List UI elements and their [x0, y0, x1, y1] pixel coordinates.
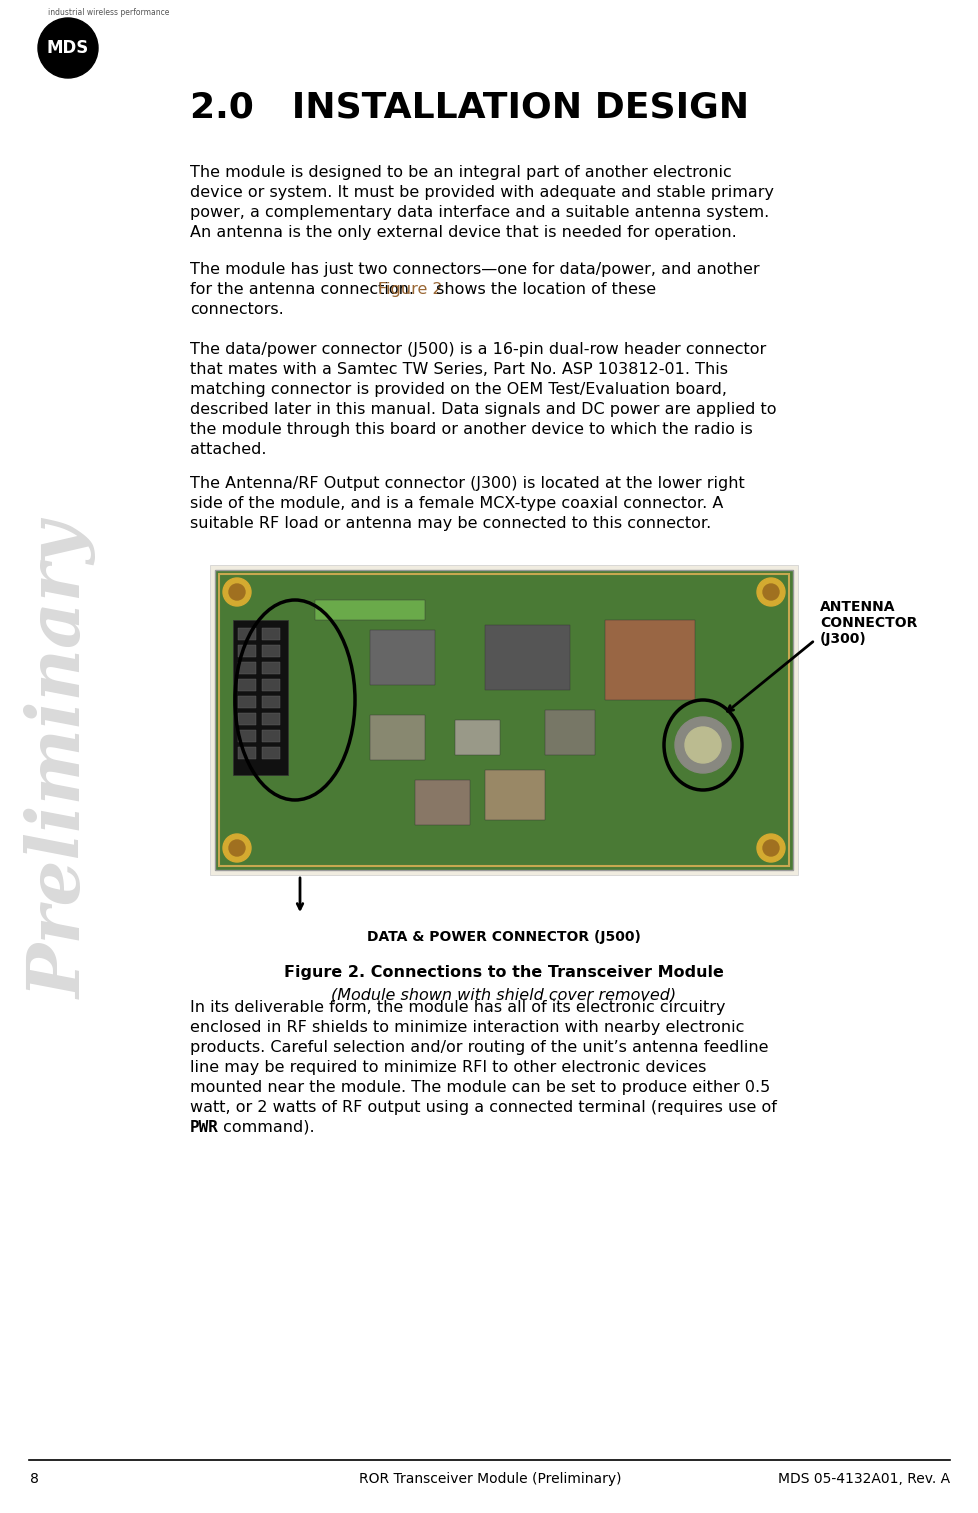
Circle shape [223, 834, 250, 862]
FancyBboxPatch shape [455, 720, 500, 755]
FancyBboxPatch shape [262, 713, 280, 725]
FancyBboxPatch shape [262, 645, 280, 657]
FancyBboxPatch shape [238, 713, 255, 725]
Circle shape [223, 578, 250, 607]
Text: ANTENNA
CONNECTOR
(J300): ANTENNA CONNECTOR (J300) [820, 601, 916, 646]
FancyBboxPatch shape [484, 770, 545, 820]
Text: the module through this board or another device to which the radio is: the module through this board or another… [190, 422, 752, 437]
FancyBboxPatch shape [238, 663, 255, 673]
FancyBboxPatch shape [262, 747, 280, 760]
Text: device or system. It must be provided with adequate and stable primary: device or system. It must be provided wi… [190, 185, 774, 200]
FancyBboxPatch shape [262, 663, 280, 673]
Circle shape [38, 18, 98, 79]
FancyBboxPatch shape [233, 620, 288, 775]
FancyBboxPatch shape [238, 729, 255, 741]
Text: The module is designed to be an integral part of another electronic: The module is designed to be an integral… [190, 165, 731, 180]
Text: The data/power connector (J500) is a 16-pin dual-row header connector: The data/power connector (J500) is a 16-… [190, 342, 766, 357]
Text: DATA & POWER CONNECTOR (J500): DATA & POWER CONNECTOR (J500) [367, 930, 641, 944]
FancyBboxPatch shape [315, 601, 424, 620]
FancyBboxPatch shape [238, 645, 255, 657]
Text: PWR: PWR [190, 1120, 219, 1135]
FancyBboxPatch shape [262, 729, 280, 741]
FancyBboxPatch shape [262, 628, 280, 640]
Circle shape [674, 717, 731, 773]
Text: side of the module, and is a female MCX-type coaxial connector. A: side of the module, and is a female MCX-… [190, 496, 723, 511]
Text: for the antenna connection.: for the antenna connection. [190, 281, 419, 297]
Text: attached.: attached. [190, 442, 266, 457]
Circle shape [756, 578, 784, 607]
Circle shape [685, 728, 720, 763]
Circle shape [762, 584, 778, 601]
FancyBboxPatch shape [415, 781, 469, 825]
Text: matching connector is provided on the OEM Test/Evaluation board,: matching connector is provided on the OE… [190, 381, 727, 396]
Text: Preliminary: Preliminary [26, 522, 98, 999]
Text: connectors.: connectors. [190, 303, 284, 318]
Text: command).: command). [218, 1120, 314, 1135]
Circle shape [762, 840, 778, 856]
FancyBboxPatch shape [238, 628, 255, 640]
Text: 8: 8 [30, 1472, 39, 1486]
Text: power, a complementary data interface and a suitable antenna system.: power, a complementary data interface an… [190, 204, 769, 219]
Text: Figure 2. Connections to the Transceiver Module: Figure 2. Connections to the Transceiver… [284, 965, 723, 980]
Text: enclosed in RF shields to minimize interaction with nearby electronic: enclosed in RF shields to minimize inter… [190, 1020, 743, 1035]
FancyBboxPatch shape [370, 629, 434, 685]
Text: 2.0   INSTALLATION DESIGN: 2.0 INSTALLATION DESIGN [190, 89, 748, 124]
Text: industrial wireless performance: industrial wireless performance [48, 8, 169, 17]
Text: mounted near the module. The module can be set to produce either 0.5: mounted near the module. The module can … [190, 1080, 770, 1095]
Text: ROR Transceiver Module (Preliminary): ROR Transceiver Module (Preliminary) [358, 1472, 621, 1486]
FancyBboxPatch shape [604, 620, 694, 701]
FancyBboxPatch shape [545, 710, 595, 755]
Text: MDS: MDS [47, 39, 89, 57]
Text: watt, or 2 watts of RF output using a connected terminal (requires use of: watt, or 2 watts of RF output using a co… [190, 1100, 777, 1115]
Text: shows the location of these: shows the location of these [430, 281, 655, 297]
Text: The Antenna/RF Output connector (J300) is located at the lower right: The Antenna/RF Output connector (J300) i… [190, 477, 744, 492]
Text: In its deliverable form, the module has all of its electronic circuitry: In its deliverable form, the module has … [190, 1000, 725, 1015]
FancyBboxPatch shape [262, 679, 280, 691]
FancyBboxPatch shape [484, 625, 569, 690]
FancyBboxPatch shape [370, 716, 424, 760]
Text: An antenna is the only external device that is needed for operation.: An antenna is the only external device t… [190, 225, 736, 241]
Text: suitable RF load or antenna may be connected to this connector.: suitable RF load or antenna may be conne… [190, 516, 711, 531]
Text: line may be required to minimize RFI to other electronic devices: line may be required to minimize RFI to … [190, 1061, 706, 1076]
FancyBboxPatch shape [238, 679, 255, 691]
FancyBboxPatch shape [215, 570, 792, 870]
FancyBboxPatch shape [238, 696, 255, 708]
Text: that mates with a Samtec TW Series, Part No. ASP 103812-01. This: that mates with a Samtec TW Series, Part… [190, 362, 728, 377]
Circle shape [756, 834, 784, 862]
FancyBboxPatch shape [262, 696, 280, 708]
Circle shape [229, 584, 244, 601]
FancyBboxPatch shape [238, 747, 255, 760]
Text: described later in this manual. Data signals and DC power are applied to: described later in this manual. Data sig… [190, 402, 776, 418]
Text: Figure 2: Figure 2 [378, 281, 442, 297]
Text: MDS 05-4132A01, Rev. A: MDS 05-4132A01, Rev. A [778, 1472, 949, 1486]
Text: The module has just two connectors—one for data/power, and another: The module has just two connectors—one f… [190, 262, 759, 277]
Text: products. Careful selection and/or routing of the unit’s antenna feedline: products. Careful selection and/or routi… [190, 1039, 768, 1055]
Text: (Module shown with shield cover removed): (Module shown with shield cover removed) [332, 986, 676, 1002]
FancyBboxPatch shape [210, 564, 797, 875]
Circle shape [229, 840, 244, 856]
